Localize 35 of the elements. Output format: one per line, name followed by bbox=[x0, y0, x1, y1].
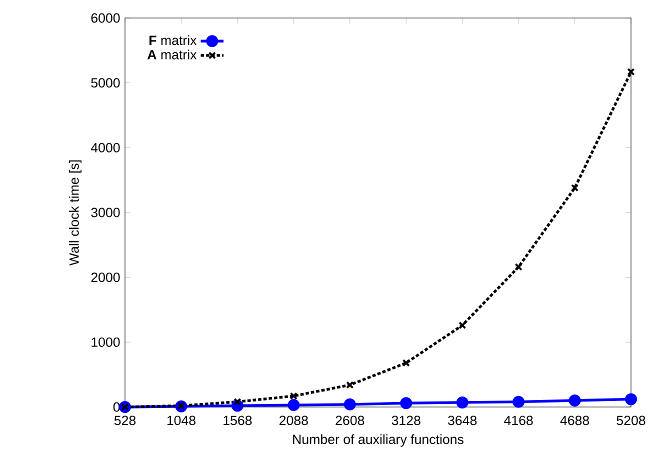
x-tick-label: 3128 bbox=[392, 416, 420, 426]
x-tick-label: 2088 bbox=[280, 416, 308, 426]
point bbox=[514, 263, 522, 271]
point bbox=[344, 398, 356, 410]
x-tick-label: 2608 bbox=[336, 416, 364, 426]
point bbox=[346, 381, 354, 389]
y-tick-label: 0 bbox=[113, 402, 120, 412]
point bbox=[456, 396, 468, 408]
x-tick-label: 5208 bbox=[616, 416, 646, 426]
point bbox=[512, 396, 525, 408]
point bbox=[627, 68, 635, 76]
y-axis-title: Wall clock time [s] bbox=[69, 160, 82, 266]
point bbox=[400, 397, 412, 410]
y-tick-label: 3000 bbox=[91, 208, 120, 218]
y-tick-label: 1000 bbox=[92, 337, 120, 347]
point bbox=[458, 321, 466, 330]
point bbox=[625, 393, 638, 406]
point bbox=[568, 394, 581, 407]
y-tick-label: 2000 bbox=[91, 272, 120, 282]
point bbox=[402, 359, 410, 367]
y-tick-label: 6000 bbox=[91, 13, 120, 23]
x-tick-label: 4168 bbox=[504, 416, 533, 426]
x-tick-label: 1568 bbox=[224, 416, 252, 426]
x-tick-label: 4688 bbox=[560, 416, 590, 426]
legend-label: F matrix bbox=[150, 35, 197, 46]
point bbox=[290, 392, 298, 400]
x-tick-label: 3648 bbox=[448, 416, 477, 426]
x-axis-title: Number of auxiliary functions bbox=[293, 434, 464, 447]
point bbox=[570, 184, 579, 192]
y-tick-label: 5000 bbox=[91, 78, 120, 88]
x-tick-label: 1048 bbox=[167, 416, 196, 426]
point bbox=[288, 399, 300, 412]
legend-label: A matrix bbox=[147, 50, 197, 60]
x-tick-label: 528 bbox=[114, 416, 136, 426]
y-tick-label: 4000 bbox=[90, 142, 120, 152]
